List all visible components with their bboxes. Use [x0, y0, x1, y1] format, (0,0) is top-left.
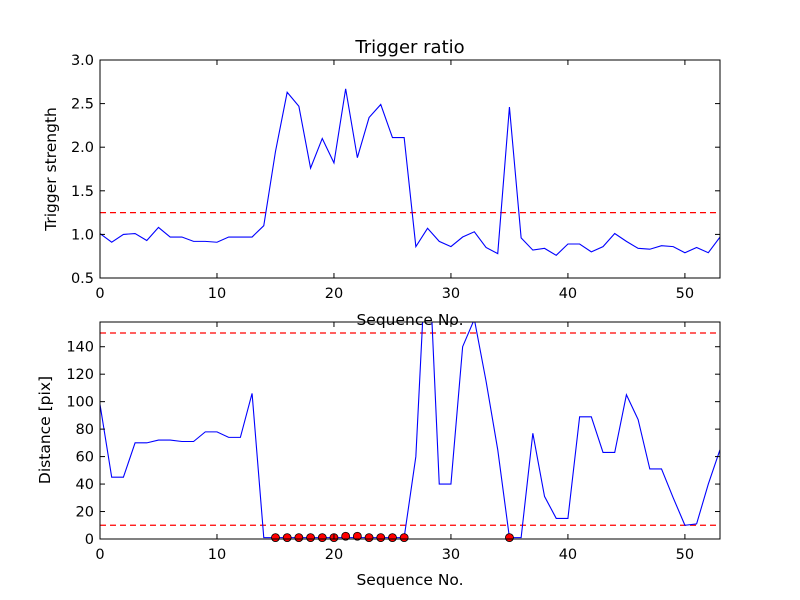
y-tick-label: 1.0 [71, 227, 94, 243]
y-tick-label: 0 [85, 532, 94, 548]
x-tick-label: 40 [559, 547, 577, 563]
y-tick-label: 3.0 [71, 53, 94, 69]
data-marker [399, 533, 409, 543]
x-tick-label: 0 [95, 286, 104, 302]
x-tick-label: 20 [325, 286, 343, 302]
y-tick-label: 1.5 [71, 184, 94, 200]
x-tick-label: 10 [208, 547, 226, 563]
series-line [100, 322, 720, 539]
y-tick-label: 120 [66, 367, 94, 383]
y-tick-label: 2.0 [71, 140, 94, 156]
data-marker [352, 531, 362, 541]
x-tick-label: 10 [208, 286, 226, 302]
y-tick-label: 100 [66, 395, 94, 411]
data-marker [364, 533, 374, 543]
y-tick-label: 2.5 [71, 97, 94, 113]
trigger-ratio-panel: Trigger ratio Sequence No. Trigger stren… [42, 37, 721, 329]
chart-title: Trigger ratio [354, 37, 464, 58]
data-marker [388, 533, 397, 543]
x-tick-label: 30 [442, 547, 460, 563]
plot-area [100, 322, 720, 539]
y-tick-label: 20 [76, 505, 94, 521]
x-axis-label: Sequence No. [356, 571, 463, 589]
data-marker [505, 533, 514, 543]
y-axis-label: Distance [pix] [36, 376, 54, 484]
y-tick-label: 80 [76, 422, 94, 438]
series-line [100, 88, 720, 257]
y-tick-label: 60 [76, 450, 94, 466]
data-marker [317, 533, 327, 543]
data-marker [282, 533, 292, 543]
x-tick-label: 20 [325, 547, 343, 563]
distance-panel: Sequence No. Distance [pix] 0 10 20 30 40 50 0… [36, 321, 721, 589]
y-axis-label: Trigger strength [42, 107, 60, 232]
x-tick-label: 40 [559, 286, 577, 302]
x-tick-label: 50 [676, 547, 694, 563]
x-tick-label: 30 [442, 286, 460, 302]
data-marker [306, 533, 315, 543]
x-axis-label: Sequence No. [356, 311, 463, 329]
data-marker [294, 533, 304, 543]
x-tick-label: 0 [95, 547, 104, 563]
axes-frame [99, 321, 721, 540]
y-tick-label: 40 [76, 477, 94, 493]
y-tick-label: 0.5 [71, 271, 94, 287]
data-marker [341, 531, 351, 541]
x-tick-label: 50 [676, 286, 694, 302]
data-marker [376, 533, 386, 543]
y-tick-label: 140 [66, 340, 94, 356]
data-marker [271, 533, 280, 543]
plot-area [100, 88, 720, 257]
axes-frame [99, 59, 721, 279]
